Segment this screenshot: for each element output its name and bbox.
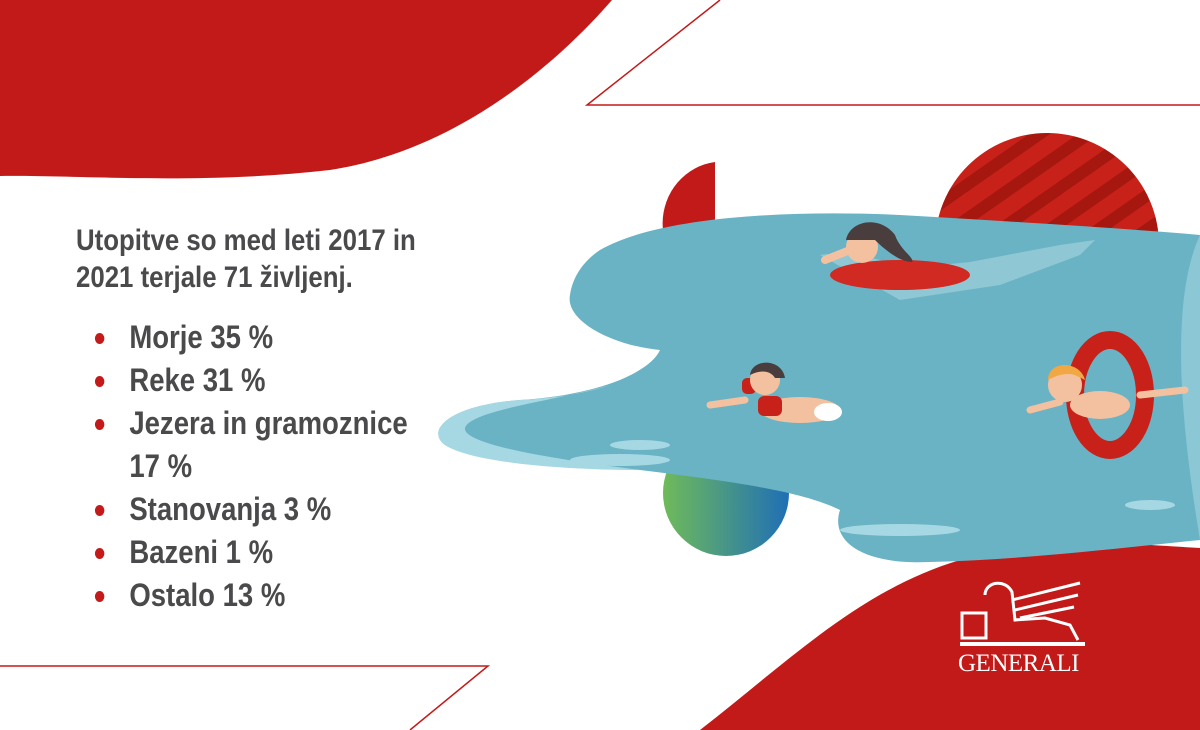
swimmer-woman <box>820 222 1095 300</box>
swimmer-with-ring <box>1026 331 1189 459</box>
list-item: Stanovanja 3 % <box>76 488 439 531</box>
list-item-label: Stanovanja 3 % <box>129 491 332 527</box>
list-item: Jezera in gramoznice 17 % <box>76 402 439 488</box>
statistics-list: Morje 35 % Reke 31 % Jezera in gramoznic… <box>76 316 480 617</box>
list-item-label: Reke 31 % <box>129 362 266 398</box>
list-item: Bazeni 1 % <box>76 531 439 574</box>
headline: Utopitve so med leti 2017 in 2021 terjal… <box>76 224 416 294</box>
top-left-red-shape <box>0 0 612 179</box>
list-item: Reke 31 % <box>76 359 439 402</box>
bullet-icon <box>94 419 105 430</box>
bullet-icon <box>94 376 105 387</box>
list-item-label: Jezera in gramoznice 17 % <box>129 405 408 484</box>
list-item-label: Morje 35 % <box>129 319 274 355</box>
bottom-right-red-shape <box>700 543 1200 730</box>
text-block: Utopitve so med leti 2017 in 2021 terjal… <box>76 222 480 617</box>
top-decor-line <box>584 0 1200 106</box>
list-item-label: Bazeni 1 % <box>129 534 274 570</box>
swimmer-child <box>706 362 842 423</box>
list-item-label: Ostalo 13 % <box>129 577 286 613</box>
pool-edge <box>438 385 640 470</box>
pool-water <box>438 213 1200 563</box>
bullet-icon <box>94 333 105 344</box>
bottom-decor-line <box>0 665 491 730</box>
bullet-icon <box>94 505 105 516</box>
list-item: Ostalo 13 % <box>76 574 439 617</box>
bullet-icon <box>94 548 105 559</box>
brand-logo-text: GENERALI <box>958 650 1079 677</box>
winged-lion-icon <box>960 581 1085 646</box>
list-item: Morje 35 % <box>76 316 439 359</box>
bullet-icon <box>94 591 105 602</box>
